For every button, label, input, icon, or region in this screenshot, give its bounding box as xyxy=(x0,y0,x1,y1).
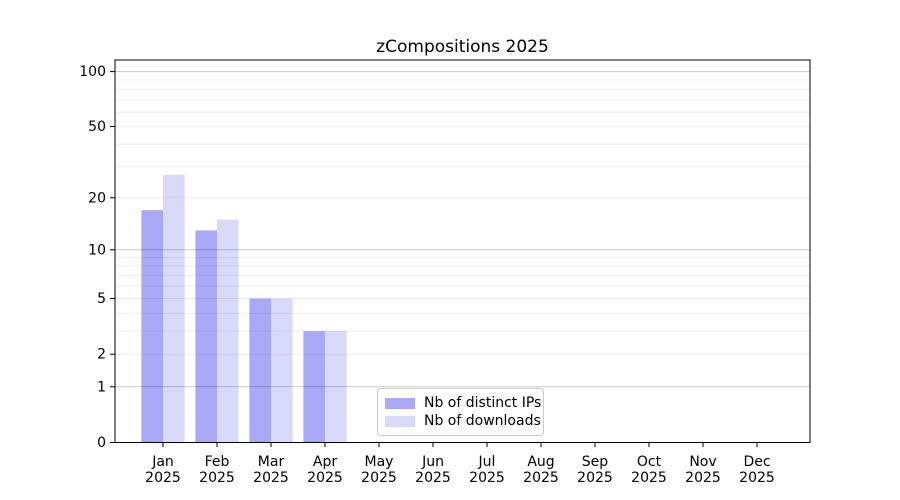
x-tick-label-year-Mar: 2025 xyxy=(253,470,289,486)
x-tick-label-year-Apr: 2025 xyxy=(307,470,343,486)
x-tick-label-month-Jun: Jun xyxy=(421,454,444,470)
y-tick-label-1: 1 xyxy=(97,379,106,395)
x-tick-label-year-Aug: 2025 xyxy=(523,470,559,486)
legend-swatch-distinct-ips xyxy=(385,397,415,409)
y-tick-label-20: 20 xyxy=(88,190,106,206)
bar-distinct-ips-Feb xyxy=(195,230,217,443)
x-tick-label-year-Feb: 2025 xyxy=(199,470,235,486)
x-tick-label-month-Feb: Feb xyxy=(205,454,230,470)
x-tick-label-month-May: May xyxy=(365,454,394,470)
x-tick-label-month-Dec: Dec xyxy=(743,454,770,470)
bar-downloads-Jan xyxy=(163,174,185,443)
bar-downloads-Apr xyxy=(325,331,347,443)
bar-downloads-Mar xyxy=(271,298,293,443)
chart-title: zCompositions 2025 xyxy=(376,37,549,57)
x-tick-label-year-Jan: 2025 xyxy=(145,470,181,486)
x-tick-label-month-Sep: Sep xyxy=(582,454,609,470)
x-tick-label-month-Oct: Oct xyxy=(637,454,662,470)
x-tick-label-year-Oct: 2025 xyxy=(631,470,667,486)
x-tick-label-year-Sep: 2025 xyxy=(577,470,613,486)
legend-label-distinct-ips: Nb of distinct IPs xyxy=(424,395,542,411)
x-tick-label-year-Jun: 2025 xyxy=(415,470,451,486)
x-tick-label-month-Apr: Apr xyxy=(313,454,337,470)
legend-item-downloads: Nb of downloads xyxy=(385,412,541,430)
legend-item-distinct-ips: Nb of distinct IPs xyxy=(385,394,541,412)
x-tick-label-year-Nov: 2025 xyxy=(685,470,721,486)
x-tick-label-month-Aug: Aug xyxy=(527,454,554,470)
x-tick-label-month-Nov: Nov xyxy=(689,454,716,470)
y-tick-label-50: 50 xyxy=(88,119,106,135)
plot-border xyxy=(114,59,811,443)
y-tick-label-5: 5 xyxy=(97,291,106,307)
y-tick-label-0: 0 xyxy=(97,435,106,451)
x-tick-label-year-Dec: 2025 xyxy=(739,470,775,486)
y-tick-label-10: 10 xyxy=(88,242,106,258)
x-tick-label-month-Jan: Jan xyxy=(151,454,174,470)
legend-swatch-downloads xyxy=(385,415,415,427)
y-tick-label-2: 2 xyxy=(97,347,106,363)
x-tick-label-year-Jul: 2025 xyxy=(469,470,505,486)
y-tick-label-100: 100 xyxy=(79,64,106,80)
bar-downloads-Feb xyxy=(217,219,239,443)
x-tick-label-year-May: 2025 xyxy=(361,470,397,486)
bar-distinct-ips-Jan xyxy=(141,210,163,443)
bar-distinct-ips-Mar xyxy=(249,298,271,443)
x-tick-label-month-Jul: Jul xyxy=(478,454,496,470)
bar-distinct-ips-Apr xyxy=(303,331,325,443)
legend-label-downloads: Nb of downloads xyxy=(424,413,541,429)
legend: Nb of distinct IPs Nb of downloads xyxy=(377,388,544,436)
x-tick-label-month-Mar: Mar xyxy=(258,454,285,470)
